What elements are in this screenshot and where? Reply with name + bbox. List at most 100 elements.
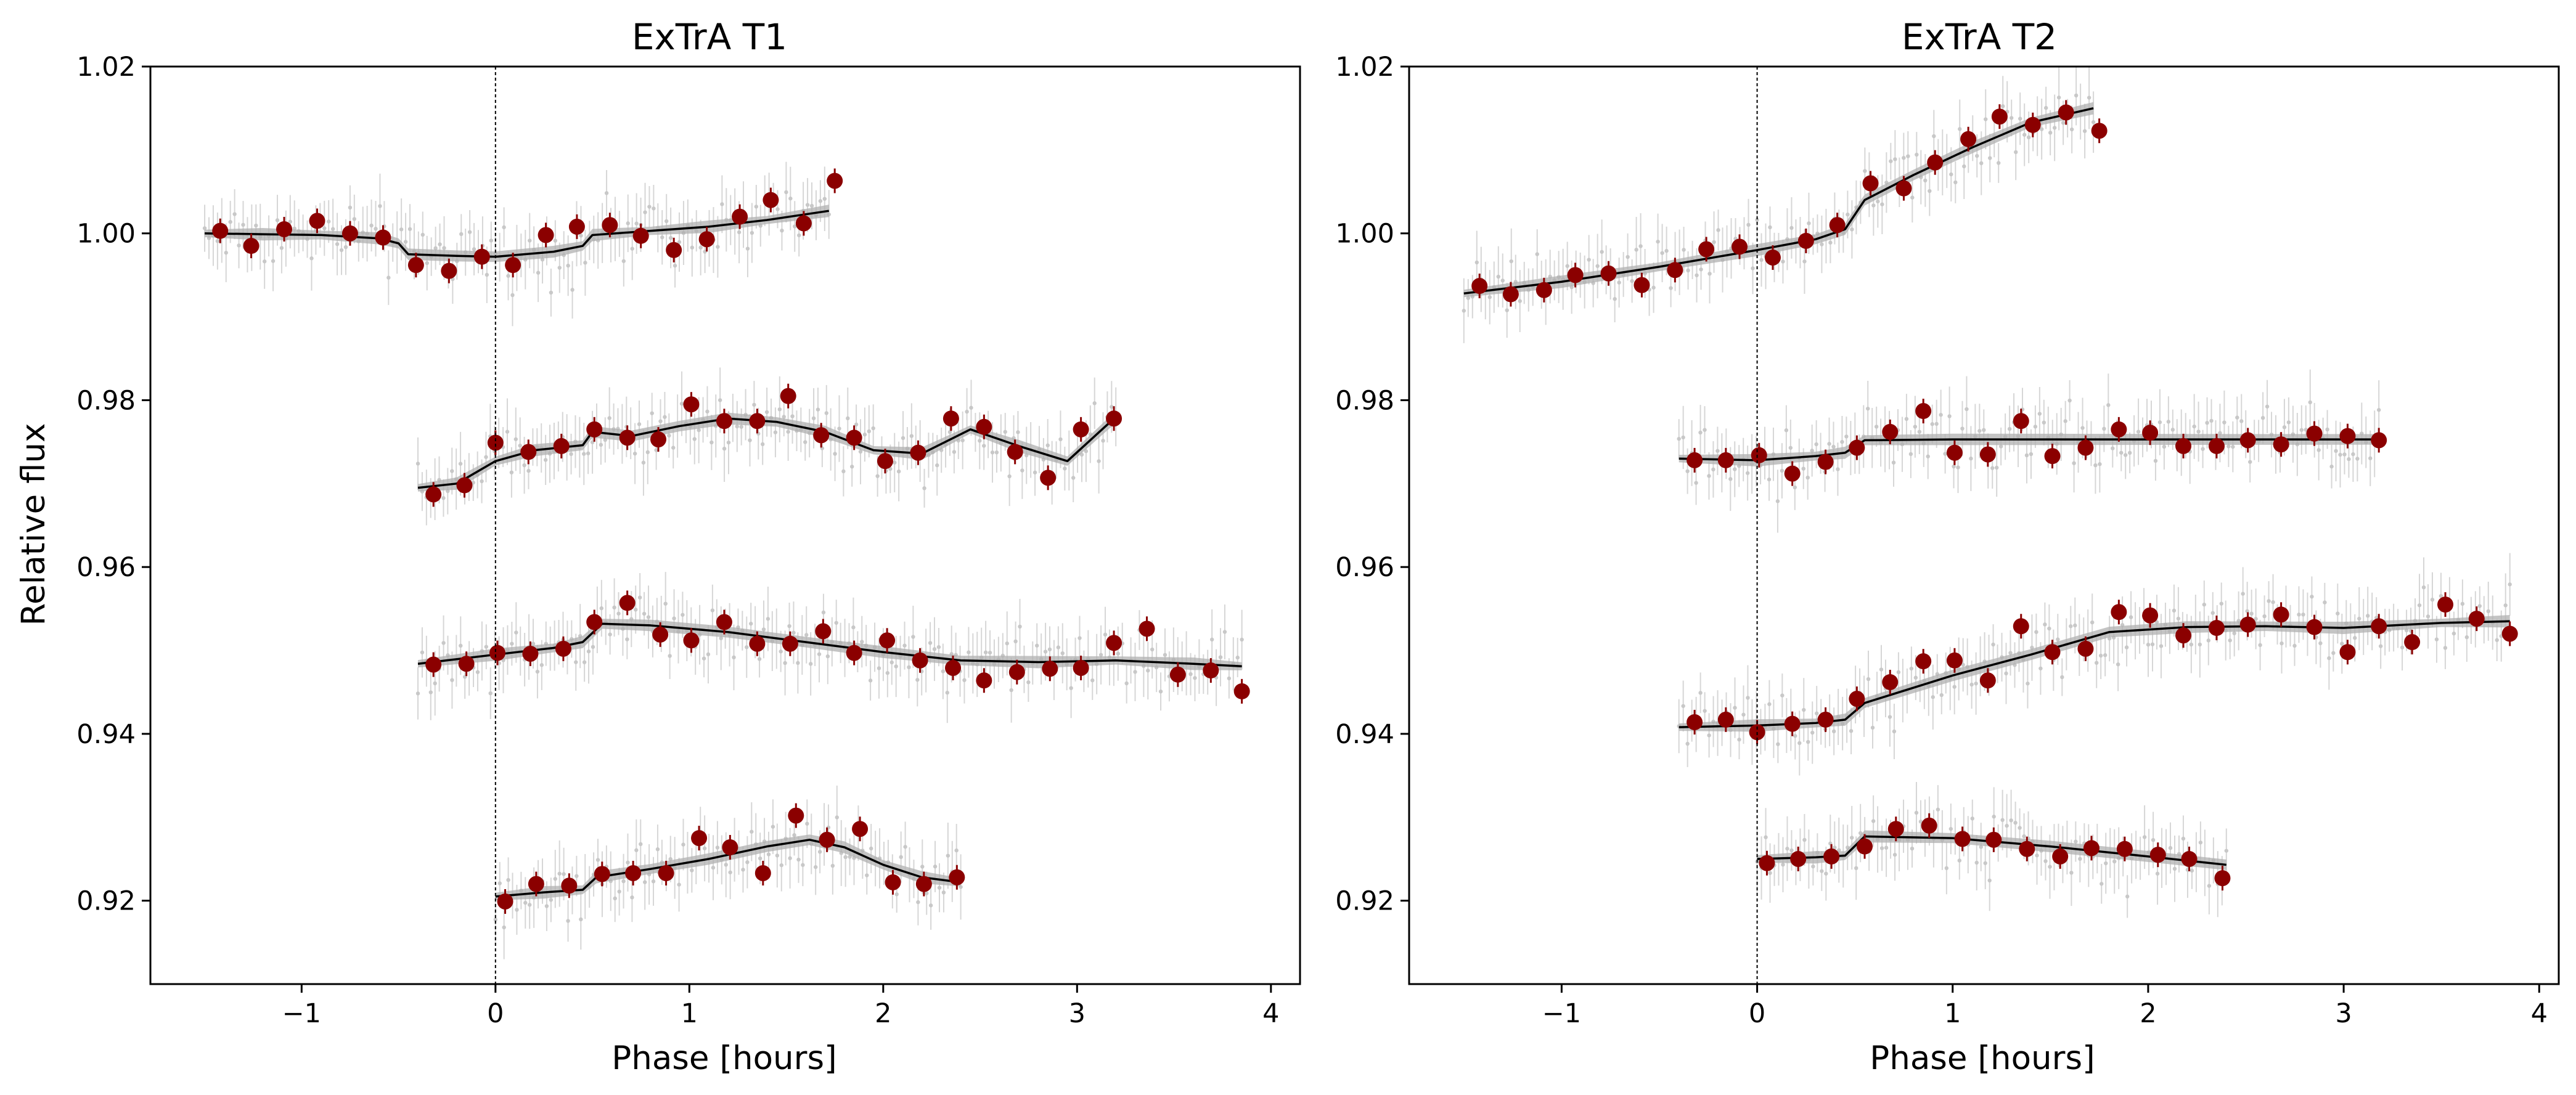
unbinned-point (889, 660, 894, 665)
binned-point (1829, 217, 1846, 234)
unbinned-point (2136, 429, 2141, 434)
unbinned-point (607, 416, 611, 420)
unbinned-point (2038, 666, 2043, 670)
binned-point (456, 477, 473, 494)
binned-point (2019, 841, 2035, 857)
unbinned-point (1975, 153, 1979, 158)
unbinned-point (1776, 742, 1780, 746)
unbinned-point (2209, 418, 2214, 423)
unbinned-point (709, 440, 714, 445)
unbinned-point (467, 230, 472, 234)
unbinned-point (766, 617, 771, 621)
unbinned-point (1949, 172, 1953, 177)
unbinned-point (841, 469, 846, 474)
binned-point (497, 893, 513, 910)
binned-point (782, 635, 798, 652)
binned-point (1991, 108, 2008, 125)
unbinned-point (415, 691, 420, 696)
unbinned-point (2106, 403, 2111, 407)
unbinned-point (903, 845, 907, 849)
unbinned-point (617, 889, 621, 894)
unbinned-point (2282, 425, 2287, 429)
unbinned-point (1789, 226, 1794, 230)
unbinned-point (1116, 651, 1121, 656)
unbinned-point (2323, 600, 2327, 604)
unbinned-point (811, 416, 816, 421)
binned-point (538, 227, 554, 243)
unbinned-point (894, 892, 899, 897)
unbinned-point (2146, 642, 2151, 647)
unbinned-point (450, 469, 454, 473)
unbinned-point (2368, 456, 2373, 460)
axes-frame (1408, 65, 2560, 985)
binned-point (309, 213, 325, 229)
binned-point (1073, 659, 1089, 676)
binned-point (2339, 428, 2356, 444)
unbinned-point (750, 829, 754, 834)
axes-frame (149, 65, 1301, 985)
unbinned-point (553, 877, 557, 881)
unbinned-point (1849, 729, 1854, 733)
x-tick-label: −1 (1542, 998, 1581, 1029)
unbinned-point (403, 240, 408, 244)
unbinned-point (935, 463, 939, 468)
unbinned-point (1509, 259, 1513, 264)
unbinned-point (2421, 585, 2426, 590)
unbinned-point (1098, 653, 1103, 657)
unbinned-point (652, 206, 656, 211)
unbinned-point (911, 635, 915, 639)
unbinned-point (518, 443, 522, 448)
unbinned-point (1793, 485, 1797, 490)
unbinned-point (634, 848, 639, 852)
unbinned-point (651, 879, 656, 884)
binned-point (1817, 711, 1834, 728)
y-tick-label: 0.98 (1335, 385, 1394, 416)
unbinned-point (1043, 649, 1048, 654)
unbinned-point (1811, 864, 1815, 869)
unbinned-point (2355, 457, 2360, 461)
unbinned-point (1844, 434, 1849, 439)
unbinned-point (672, 616, 676, 621)
unbinned-point (1874, 425, 1879, 429)
unbinned-point (2338, 452, 2342, 457)
unbinned-point (1957, 858, 1962, 863)
unbinned-point (1110, 405, 1114, 409)
unbinned-point (860, 640, 864, 644)
binned-point (555, 640, 571, 657)
unbinned-point (2091, 120, 2096, 124)
unbinned-point (1018, 624, 1022, 629)
unbinned-point (2192, 424, 2196, 429)
unbinned-point (2235, 415, 2239, 420)
unbinned-point (2439, 593, 2443, 598)
unbinned-point (1711, 467, 1715, 472)
unbinned-point (458, 462, 463, 466)
unbinned-point (1807, 221, 1811, 226)
unbinned-point (591, 645, 595, 649)
unbinned-point (1879, 667, 1884, 672)
unbinned-point (2022, 132, 2027, 137)
unbinned-point (779, 863, 783, 868)
unbinned-point (515, 908, 519, 912)
unbinned-point (2189, 642, 2194, 647)
binned-point (749, 635, 766, 652)
unbinned-point (2026, 135, 2031, 140)
unbinned-point (1930, 422, 1934, 426)
binned-point (212, 222, 229, 239)
unbinned-point (1045, 443, 1050, 447)
unbinned-point (711, 865, 716, 870)
unbinned-point (271, 259, 276, 263)
unbinned-point (1656, 239, 1660, 244)
unbinned-point (849, 465, 854, 469)
unbinned-point (932, 647, 937, 651)
unbinned-point (1889, 159, 1893, 163)
unbinned-point (2102, 426, 2106, 431)
unbinned-point (1685, 741, 1690, 746)
unbinned-point (2260, 415, 2265, 420)
y-tick-label: 0.96 (1335, 552, 1394, 583)
unbinned-point (1188, 672, 1193, 677)
unbinned-point (433, 681, 437, 686)
unbinned-point (1103, 632, 1108, 637)
unbinned-point (2331, 651, 2336, 655)
binned-point (1979, 672, 1996, 689)
